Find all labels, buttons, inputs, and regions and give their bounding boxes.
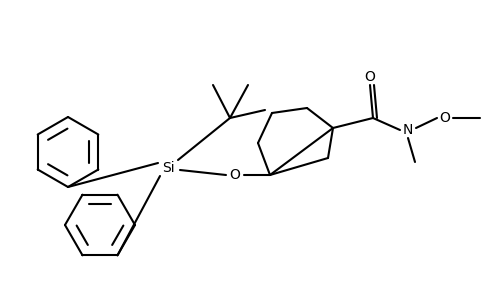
Text: O: O <box>440 111 451 125</box>
Text: Si: Si <box>162 161 174 175</box>
Text: N: N <box>403 123 413 137</box>
Text: O: O <box>365 70 375 84</box>
Text: O: O <box>230 168 241 182</box>
